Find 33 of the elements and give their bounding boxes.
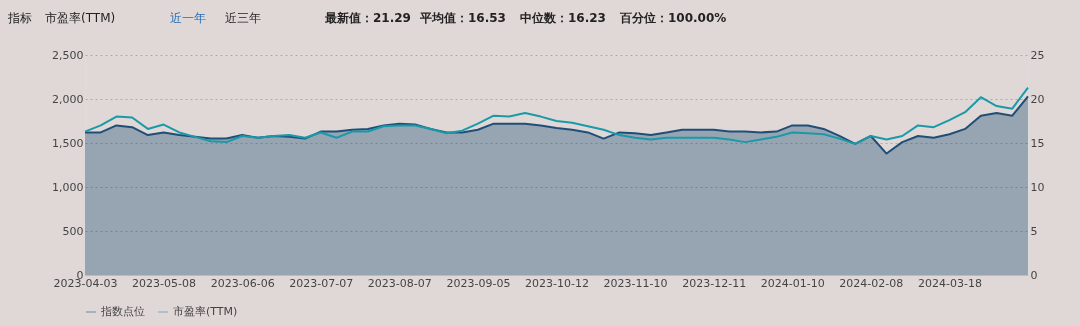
y-tick-label: 2,000 [52, 92, 84, 106]
text: 最新值：21.29 [324, 11, 411, 25]
y-tick-label: 1,500 [52, 136, 84, 150]
text: 近一年 [170, 11, 206, 25]
y2-tick-label: 15 [1030, 136, 1045, 150]
x-tick-label: 2023-12-11 [682, 276, 747, 290]
y2-tick-label: 5 [1030, 224, 1038, 238]
line-series [84, 86, 1029, 145]
y2-tick-label: 20 [1030, 92, 1045, 106]
y2-tick-label: 0 [1030, 268, 1038, 282]
y-tick-label: 500 [62, 224, 84, 238]
y2-tick-label: 25 [1030, 48, 1045, 62]
x-tick-label: 2024-01-10 [760, 276, 825, 290]
x-tick-label: 2024-02-08 [839, 276, 904, 290]
y2-tick-label: 10 [1030, 180, 1045, 194]
text: 百分位：100.00% [619, 11, 727, 25]
text: 平均值：16.53 [419, 11, 506, 25]
text: 近三年 [225, 11, 261, 25]
y-tick-label: 2,500 [52, 48, 84, 62]
x-tick-label: 2023-07-07 [289, 276, 354, 290]
legend-label: 市盈率(TTM) [173, 305, 238, 318]
x-tick-label: 2023-09-05 [446, 276, 511, 290]
y-tick-label: 1,000 [52, 180, 84, 194]
text: 市盈率(TTM) [45, 11, 116, 25]
x-tick-label: 2023-11-10 [603, 276, 668, 290]
x-tick-label: 2023-05-08 [132, 276, 197, 290]
x-tick-label: 2023-10-12 [525, 276, 589, 290]
x-tick-label: 2024-03-18 [917, 276, 982, 290]
text: 中位数：16.23 [520, 11, 606, 25]
text: 指标 [7, 11, 32, 25]
legend-label: 指数点位 [100, 305, 145, 318]
x-tick-label: 2023-06-06 [210, 276, 275, 290]
x-tick-label: 2023-08-07 [367, 276, 432, 290]
